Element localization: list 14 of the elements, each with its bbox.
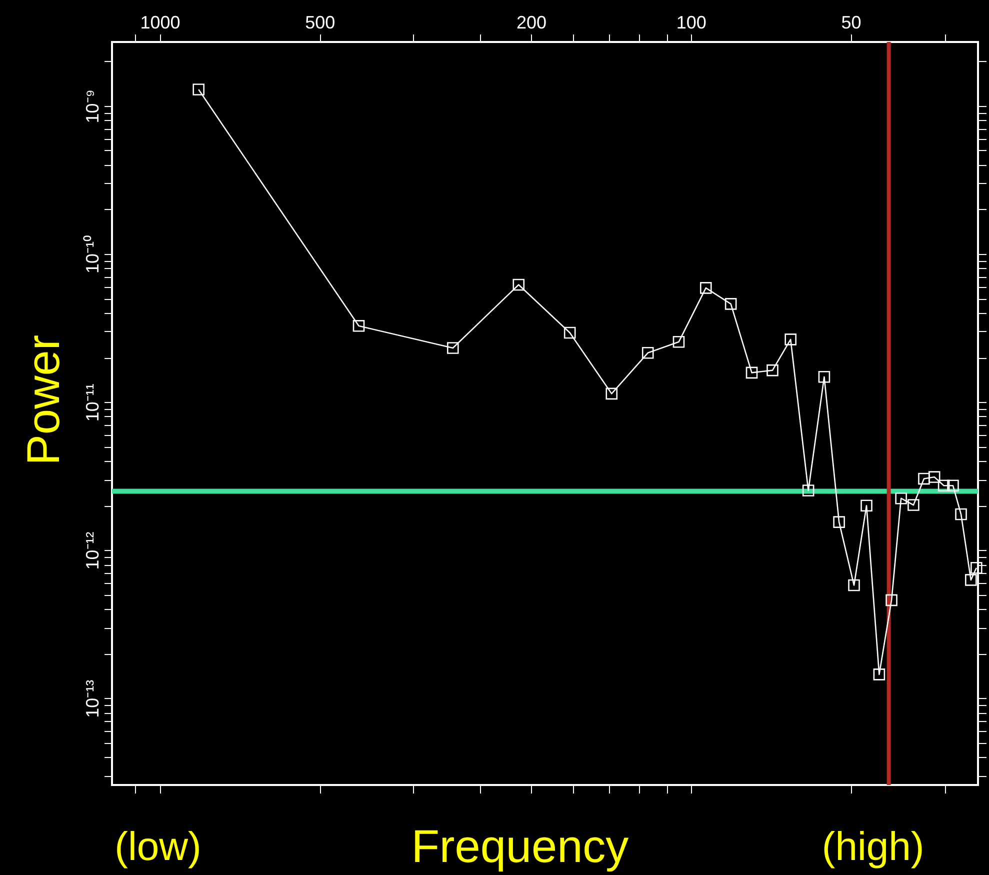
y-tick-label: 10⁻¹⁰	[82, 236, 102, 274]
text: (high)	[822, 825, 924, 869]
x-axis-title: Frequency	[411, 820, 629, 872]
x-tick-label: 50	[841, 12, 862, 32]
y-tick-label: 10⁻¹³	[82, 680, 102, 718]
x-tick-label: 1000	[140, 12, 180, 32]
text: (low)	[114, 825, 202, 869]
y-tick-label: 10⁻¹¹	[82, 384, 102, 422]
y-tick-label: 10⁻¹²	[82, 532, 102, 570]
x-tick-label: 500	[305, 12, 336, 32]
x-tick-label: 200	[516, 12, 547, 32]
y-tick-label: 10⁻⁹	[82, 90, 102, 124]
x-tick-label: 100	[676, 12, 706, 32]
y-axis-title: Power	[17, 334, 69, 466]
